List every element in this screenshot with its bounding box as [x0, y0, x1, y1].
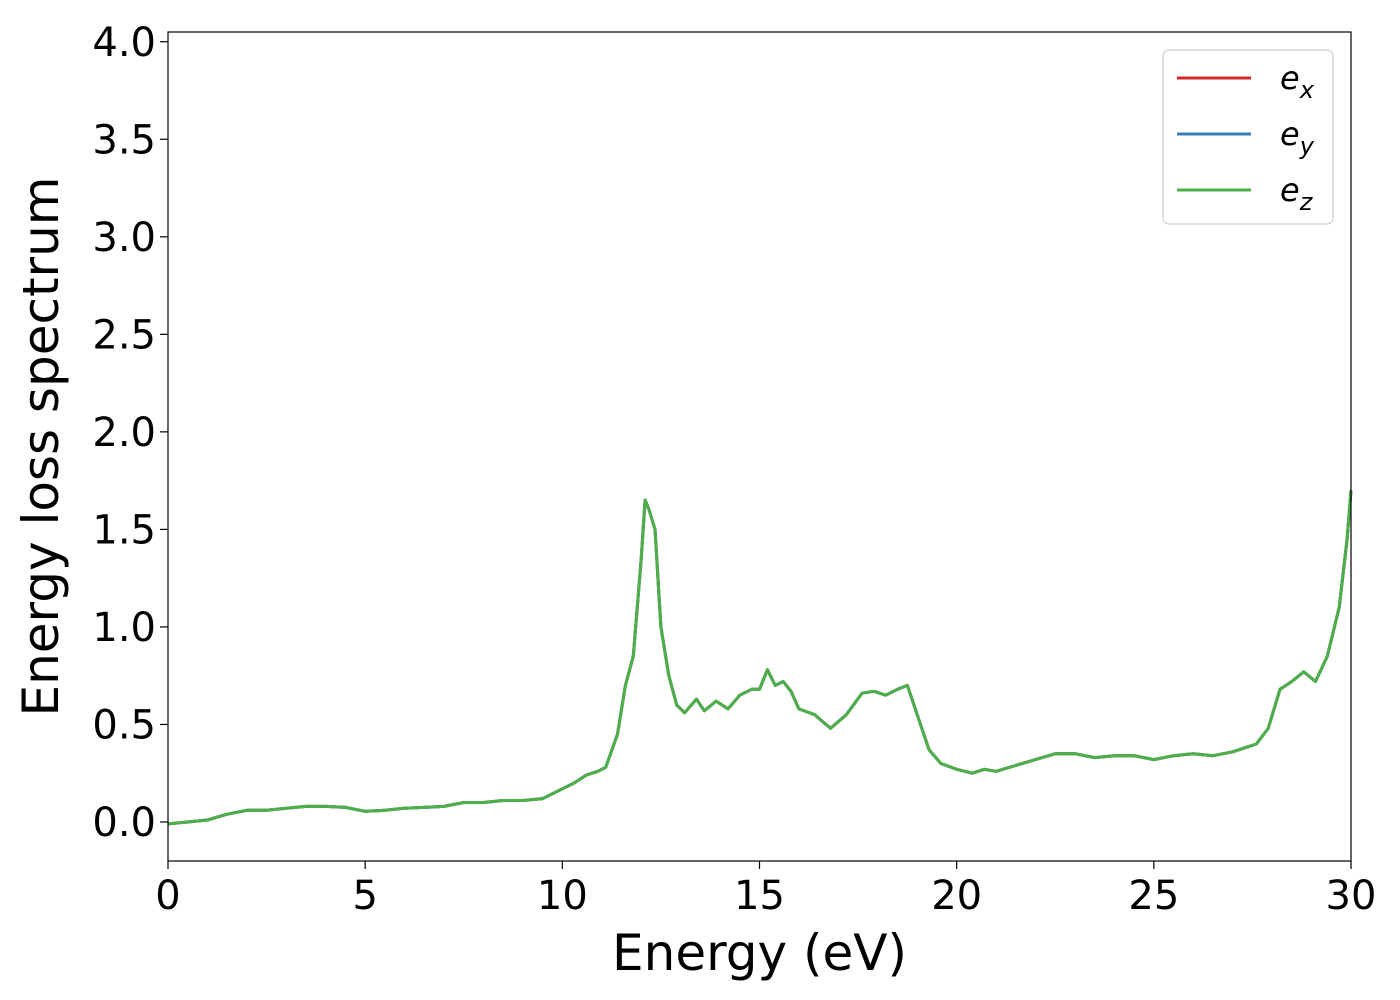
x-tick-label: 0	[155, 873, 180, 919]
series-layer	[167, 490, 1353, 826]
legend-label: ey	[1280, 115, 1315, 160]
legend-label: ex	[1280, 59, 1315, 104]
legend-label-subscript: x	[1299, 76, 1315, 104]
y-tick-label: 0.0	[92, 800, 156, 846]
x-tick-label: 5	[352, 873, 377, 919]
y-tick-label: 4.0	[92, 20, 156, 66]
y-tick-label: 0.5	[92, 702, 156, 748]
legend-label-base: e	[1280, 115, 1300, 153]
x-tick-label: 15	[734, 873, 785, 919]
x-tick-label: 10	[537, 873, 588, 919]
series-line-e_y	[167, 490, 1353, 826]
y-axis-label: Energy loss spectrum	[12, 176, 70, 716]
y-axis: 0.0 0.5 1.0 1.5 2.0 2.5 3.0 3.5 4.0	[92, 20, 168, 846]
y-tick-label: 2.5	[92, 312, 156, 358]
x-tick-label: 25	[1128, 873, 1179, 919]
series-line-e_z	[167, 490, 1353, 826]
legend-label-subscript: z	[1299, 188, 1314, 216]
y-tick-label: 3.5	[92, 117, 156, 163]
legend-label-base: e	[1280, 59, 1300, 97]
x-axis-label: Energy (eV)	[612, 924, 907, 982]
y-tick-label: 1.5	[92, 507, 156, 553]
y-tick-label: 2.0	[92, 410, 156, 456]
series-line-e_x	[167, 490, 1353, 826]
x-tick-label: 20	[931, 873, 982, 919]
legend-label: ez	[1280, 171, 1314, 216]
legend-label-base: e	[1280, 171, 1300, 209]
y-tick-label: 1.0	[92, 605, 156, 651]
legend-label-subscript: y	[1299, 132, 1315, 160]
y-tick-label: 3.0	[92, 215, 156, 261]
x-axis: 0 5 10 15 20 25 30	[155, 861, 1376, 919]
x-tick-label: 30	[1326, 873, 1377, 919]
legend-box	[1162, 49, 1334, 225]
